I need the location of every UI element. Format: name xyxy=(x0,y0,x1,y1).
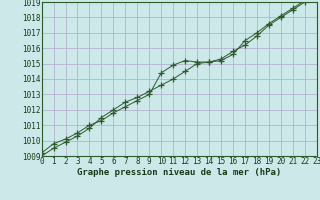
X-axis label: Graphe pression niveau de la mer (hPa): Graphe pression niveau de la mer (hPa) xyxy=(77,168,281,177)
